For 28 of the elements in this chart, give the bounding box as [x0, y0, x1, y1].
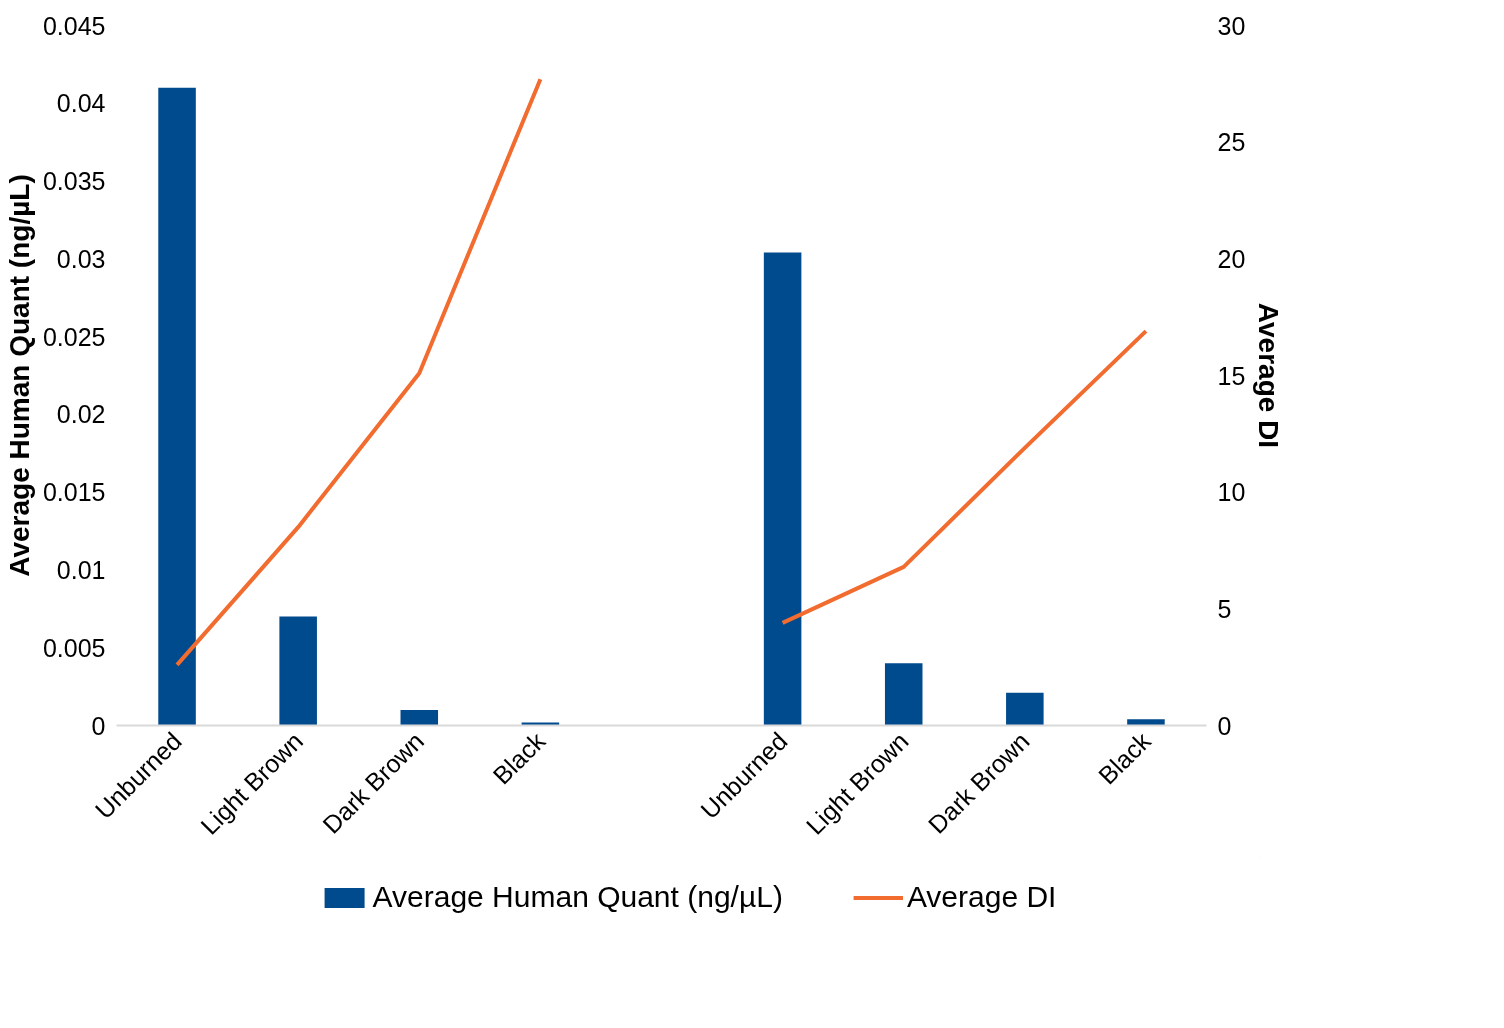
y2-tick-label: 25 — [1217, 128, 1246, 157]
bar — [1127, 719, 1165, 726]
bar — [279, 616, 317, 726]
y-tick-label: 0.01 — [56, 555, 106, 584]
y2-tick-label: 15 — [1217, 361, 1246, 390]
y-tick-label: 0.025 — [42, 322, 106, 351]
y-tick-label: 0.015 — [42, 478, 106, 507]
bar — [1006, 692, 1044, 726]
y-tick-label: 0.005 — [42, 633, 106, 662]
y-tick-label: 0.045 — [42, 11, 106, 40]
y-tick-label: 0.035 — [42, 167, 106, 196]
bar — [400, 709, 439, 726]
y-tick-label: 0.04 — [56, 89, 106, 118]
y2-tick-label: 20 — [1217, 244, 1246, 273]
y2-tick-label: 0 — [1217, 711, 1232, 740]
y2-tick-label: 5 — [1217, 594, 1232, 623]
bar — [884, 663, 923, 726]
bar — [521, 722, 560, 726]
bar — [763, 252, 802, 726]
y-axis-title: Average Human Quant (ng/µL) — [3, 174, 35, 577]
y-tick-label: 0.02 — [56, 400, 106, 429]
legend-label: Average DI — [906, 880, 1057, 914]
y-tick-label: 0.03 — [56, 244, 106, 273]
y2-tick-label: 10 — [1217, 478, 1246, 507]
legend-label: Average Human Quant (ng/µL) — [372, 880, 783, 914]
y2-axis-title: Average DI — [1253, 302, 1285, 449]
bar — [158, 87, 196, 726]
y2-tick-label: 30 — [1217, 11, 1246, 40]
